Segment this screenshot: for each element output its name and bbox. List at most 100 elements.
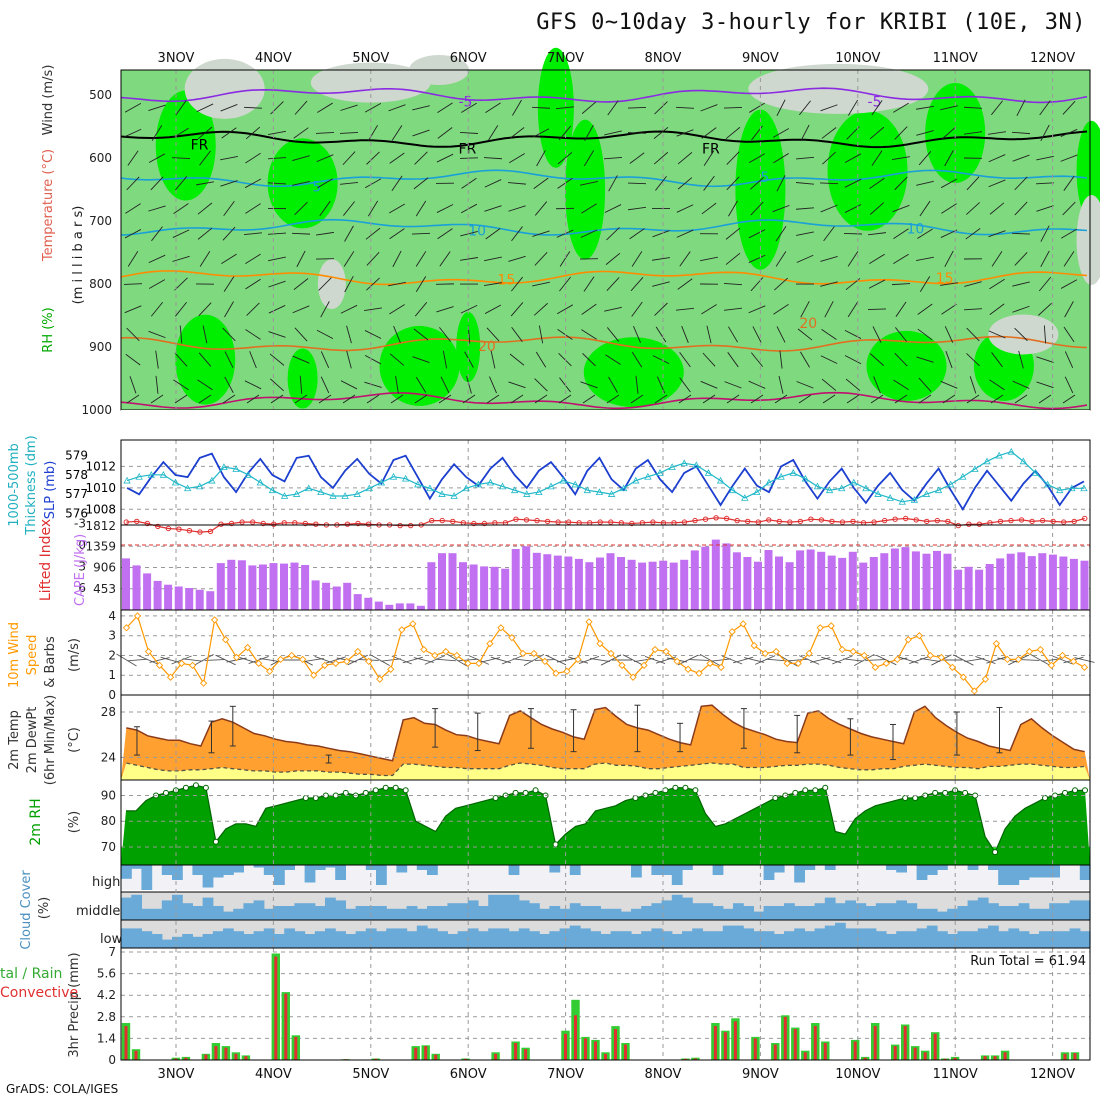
cloud-middle-bar xyxy=(314,906,326,920)
wind-barb xyxy=(1038,276,1052,292)
wind-speed-point xyxy=(332,659,340,668)
wind-barb xyxy=(677,278,693,290)
cape-bar xyxy=(174,586,183,610)
cloud-middle-bar xyxy=(1049,903,1060,920)
cloud-middle-bar xyxy=(233,908,244,920)
cloud-high-bar xyxy=(926,865,938,875)
cloud-low-bar xyxy=(804,931,816,948)
precip-conv-bar xyxy=(753,1038,757,1060)
wind-barb xyxy=(940,282,958,286)
wind10-barb xyxy=(424,655,446,665)
wind-barb xyxy=(893,379,909,391)
wind-barb xyxy=(772,204,790,213)
cape-bar xyxy=(206,591,215,610)
li-point xyxy=(302,520,309,527)
wind-barb xyxy=(459,157,479,159)
wind-barb xyxy=(174,277,188,291)
cloud-low-bar xyxy=(559,928,571,948)
wind-barb xyxy=(652,281,670,287)
wind-barb xyxy=(750,277,764,292)
cape-bar xyxy=(269,563,278,610)
wind-speed-point xyxy=(607,649,615,658)
precip-conv-bar xyxy=(464,1058,468,1060)
wind-barb xyxy=(346,350,352,369)
wind-barb xyxy=(391,125,403,141)
wind-barb xyxy=(148,279,166,289)
wind10-barb xyxy=(193,654,214,666)
cloud-high-bar xyxy=(794,865,805,883)
wind-barb xyxy=(605,252,621,265)
label-temp-d: (°C) xyxy=(67,727,82,753)
precip-tick-label: 4.2 xyxy=(97,988,116,1002)
thickness-point xyxy=(474,480,482,488)
cloud-high-bar xyxy=(121,865,132,879)
wind-barb xyxy=(508,381,526,389)
wind-speed-line xyxy=(126,614,1085,692)
wind-speed-point xyxy=(475,659,483,668)
wind-speed-point xyxy=(728,628,736,636)
wind-barb xyxy=(244,380,262,390)
precip-conv-bar xyxy=(274,956,278,1060)
rh2m-point xyxy=(492,795,499,801)
label-rh2m: 2m RH xyxy=(28,798,44,845)
wind-speed-point xyxy=(893,655,901,664)
surface-wind-barb xyxy=(150,394,164,404)
cloud-high-bar xyxy=(212,865,224,878)
wind10-barb xyxy=(1030,654,1051,666)
thickness-point xyxy=(559,476,567,484)
cape-bar xyxy=(838,557,847,610)
wind-barb xyxy=(124,229,142,239)
thickness-point xyxy=(692,461,701,469)
wind10-barb xyxy=(1052,655,1073,665)
wind-barb xyxy=(439,251,451,267)
precip-conv-bar xyxy=(853,1041,857,1060)
wind-speed-point xyxy=(188,661,197,669)
precip-conv-bar xyxy=(284,993,288,1060)
wind-barb xyxy=(173,203,189,214)
rh2m-point xyxy=(822,784,829,791)
wind-barb xyxy=(1061,228,1077,239)
thickness-point xyxy=(1043,480,1052,488)
wind-barb xyxy=(245,152,261,164)
wind-barb xyxy=(484,256,502,262)
cape-bar xyxy=(1059,556,1068,610)
cloud-middle-bar xyxy=(824,897,836,920)
wind-barb xyxy=(916,180,934,186)
wind-barb xyxy=(224,301,234,318)
bottom-day-label: 4NOV xyxy=(255,1067,292,1082)
surface-wind-barb xyxy=(534,394,548,404)
wind-speed-point xyxy=(221,636,230,644)
cape-bar xyxy=(427,562,436,610)
label-precip-conv: Convective xyxy=(0,985,78,1001)
cloud-middle-bar xyxy=(539,908,550,920)
cape-bar xyxy=(143,573,152,610)
wind-barb xyxy=(1060,128,1078,138)
wind-barb xyxy=(246,302,260,316)
wind-barb xyxy=(964,281,982,287)
precip-conv-bar xyxy=(773,1044,777,1060)
cloud-high-bar xyxy=(304,865,316,883)
wind-barb xyxy=(988,154,1006,163)
precip-conv-bar xyxy=(574,1015,577,1060)
cloud-middle-bar xyxy=(202,897,214,920)
wind-barb xyxy=(174,176,188,191)
wind-barb xyxy=(821,329,837,340)
wind-barb xyxy=(293,278,309,291)
dry-region xyxy=(1076,195,1100,285)
wind-barb xyxy=(511,276,523,292)
label-temp-c: (6hr Min/Max) xyxy=(43,695,58,785)
cloud-low-bar xyxy=(498,928,510,948)
surface-wind-barb xyxy=(870,394,884,404)
li-point xyxy=(744,518,751,525)
cloud-middle-bar xyxy=(692,903,703,920)
cape-bar xyxy=(775,556,783,610)
cloud-low-bar xyxy=(814,928,826,948)
wind-speed-point xyxy=(288,651,296,660)
bottom-day-label: 3NOV xyxy=(158,1067,195,1082)
wind-barb xyxy=(294,100,308,115)
wind-barb xyxy=(531,106,551,109)
li-point xyxy=(966,521,972,527)
wind-barb xyxy=(220,180,238,187)
wind-speed-point xyxy=(563,667,571,675)
cloud-middle-bar xyxy=(416,908,428,920)
